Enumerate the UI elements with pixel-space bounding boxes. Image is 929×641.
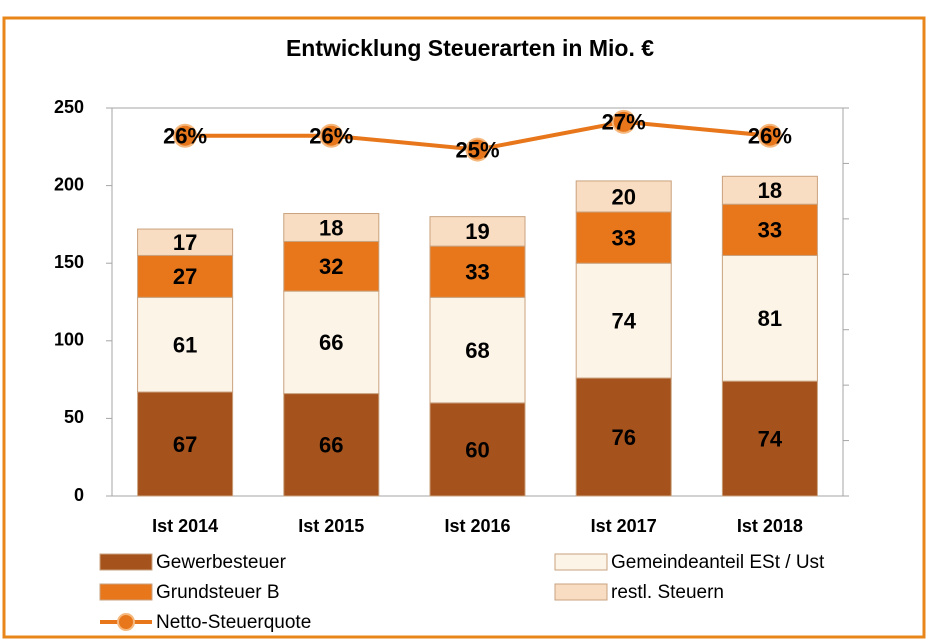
line-marker [757,123,782,148]
data-label: 27 [173,264,197,289]
line-marker [465,137,490,162]
x-tick-label: Ist 2015 [298,516,364,536]
bar-segment [283,393,380,497]
data-label: 60 [465,437,489,462]
data-label: 18 [758,178,782,203]
data-label: 18 [319,215,343,240]
bar-segment [137,296,234,393]
data-label: 61 [173,332,197,357]
legend-label: Gemeindeanteil ESt / Ust [611,552,825,573]
data-label: 33 [758,218,782,243]
line-label: 26% [309,124,353,149]
bar-segment [137,254,234,298]
data-label: 74 [758,426,783,451]
legend-marker [117,613,135,631]
data-label: 33 [465,260,489,285]
data-label: 81 [758,306,782,331]
legend-swatch [99,553,153,571]
data-label: 32 [319,254,343,279]
y-tick-label: 100 [54,330,84,350]
bar-segment [721,203,818,256]
data-label: 67 [173,432,197,457]
x-tick-label: Ist 2018 [737,516,803,536]
bar-segment [429,296,526,404]
line-marker [611,109,636,134]
data-label: 74 [611,308,636,333]
data-label: 66 [319,433,343,458]
data-label: 68 [465,338,489,363]
data-label: 20 [611,184,635,209]
bar-segment [283,213,380,242]
bar-segment [429,402,526,497]
bar-segment [575,180,672,213]
line-label: 25% [455,137,499,162]
x-tick-label: Ist 2014 [152,516,218,536]
y-tick-label: 0 [74,485,84,505]
bar-segment [137,228,234,256]
legend-swatch [554,583,608,601]
x-tick-label: Ist 2017 [591,516,657,536]
bar-segment [721,254,818,382]
legend-label: Netto-Steuerquote [156,612,311,633]
bar-segment [429,245,526,298]
line-label: 26% [748,124,792,149]
bar-segment [575,377,672,497]
data-label: 17 [173,230,197,255]
legend-label: Grundsteuer B [156,582,280,603]
line-label: 26% [163,124,207,149]
bar-segment [575,262,672,379]
legend-swatch [554,553,608,571]
data-label: 33 [611,225,635,250]
line-marker [319,123,344,148]
line-label: 27% [602,110,646,135]
line-marker [173,123,198,148]
legend-swatch [99,583,153,601]
bar-segment [721,175,818,205]
y-tick-label: 250 [54,97,84,117]
y-tick-label: 150 [54,252,84,272]
y-tick-label: 200 [54,174,84,194]
x-tick-label: Ist 2016 [444,516,510,536]
chart-title: Entwicklung Steuerarten in Mio. € [286,35,654,61]
bar-segment [429,216,526,247]
legend-label: restl. Steuern [611,582,724,603]
bar-segment [137,391,234,497]
data-label: 66 [319,330,343,355]
bar-segment [283,240,380,292]
legend-label: Gewerbesteuer [156,552,287,573]
data-label: 19 [465,219,489,244]
bar-segment [283,290,380,395]
bar-segment [721,380,818,497]
data-label: 76 [611,425,635,450]
y-tick-label: 50 [64,407,84,427]
